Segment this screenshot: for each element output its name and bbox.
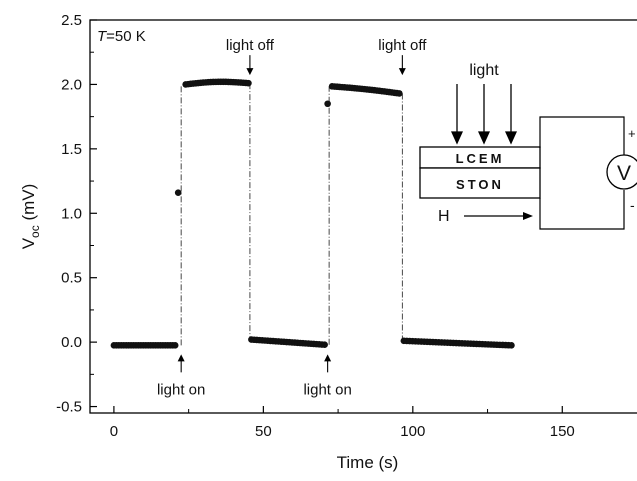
inset-schematic: light LCEM STON V + - H: [419, 62, 637, 230]
data-point: [174, 189, 182, 196]
x-axis-label: Time (s): [337, 453, 399, 472]
annotation-light-off-2: light off: [378, 37, 427, 54]
voltmeter: [606, 154, 637, 190]
y-tick-label: 2.0: [61, 76, 82, 93]
data-point: [324, 100, 331, 108]
lcem-label: LCEM: [456, 151, 505, 166]
axis-ticks: [90, 19, 563, 413]
y-tick-label: 1.5: [61, 141, 82, 158]
field-arrow-head: [523, 212, 533, 220]
temperature-value: =50 K: [106, 28, 146, 45]
annotation-arrowhead: [246, 68, 254, 76]
data-point: [396, 90, 403, 97]
data-point: [245, 79, 252, 87]
light-arrow-3-head: [504, 131, 518, 145]
voltmeter-label: V: [617, 162, 631, 185]
field-label: H: [438, 208, 450, 225]
plot-frame: [89, 19, 637, 414]
annotation-light-on-2: light on: [303, 381, 351, 398]
y-axis-label-sub: oc: [28, 225, 42, 238]
tick-labels: 0 50 100 150 -0.5 0.0 0.5 1.0 1.5 2.0 2.5: [56, 12, 575, 440]
y-tick-label: -0.5: [56, 399, 82, 416]
y-axis-label: Voc (mV): [19, 184, 42, 250]
light-arrows: [450, 84, 518, 145]
y-tick-label: 0.0: [61, 334, 82, 351]
transition-lines: [180, 83, 403, 346]
x-tick-label: 50: [255, 423, 272, 440]
y-axis-label-main: V: [19, 237, 38, 249]
temperature-label: T=50 K: [97, 28, 146, 45]
x-tick-label: 150: [550, 423, 575, 440]
y-axis-label-unit: (mV): [19, 184, 38, 226]
y-tick-label: 0.5: [61, 270, 82, 287]
wire-bottom: [539, 190, 625, 230]
annotation-arrowhead: [177, 354, 185, 362]
data-point: [321, 341, 328, 349]
x-tick-label: 0: [110, 423, 118, 440]
ston-label: STON: [456, 177, 504, 192]
minus-sign: -: [630, 197, 635, 213]
data-points: [110, 78, 515, 349]
annotation-arrowhead: [398, 68, 406, 76]
y-tick-label: 1.0: [61, 205, 82, 222]
ston-layer: [419, 167, 541, 199]
light-arrow-1-head: [450, 131, 464, 145]
light-arrow-2-head: [477, 131, 491, 145]
inset-light-label: light: [469, 62, 499, 79]
annotation-arrowhead: [324, 354, 332, 362]
annotations: light on light off light on light off: [157, 37, 427, 398]
temperature-symbol: T: [97, 28, 108, 45]
y-tick-label: 2.5: [61, 12, 82, 29]
annotation-light-off-1: light off: [226, 37, 275, 54]
data-point: [508, 342, 515, 349]
x-tick-label: 100: [400, 423, 425, 440]
plus-sign: +: [628, 126, 636, 141]
annotation-light-on-1: light on: [157, 381, 205, 398]
wire-top: [539, 116, 625, 155]
data-point: [171, 342, 179, 349]
